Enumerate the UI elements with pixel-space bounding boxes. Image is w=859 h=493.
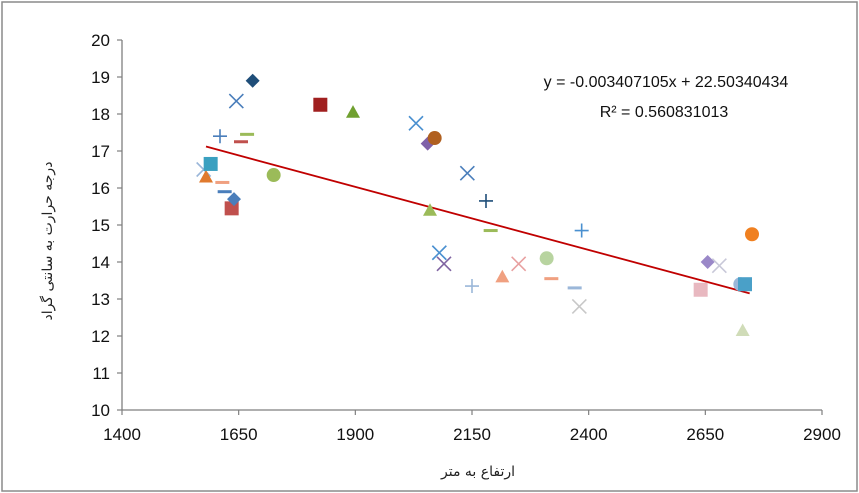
x-tick-label: 2150 bbox=[453, 425, 491, 444]
data-point-dash bbox=[544, 277, 559, 281]
y-tick-label: 18 bbox=[91, 105, 110, 124]
data-point-dash bbox=[215, 180, 230, 184]
data-point-dash bbox=[234, 140, 248, 144]
data-point-plus bbox=[465, 279, 479, 294]
axes bbox=[117, 39, 823, 415]
data-point-x bbox=[228, 93, 244, 109]
data-point-square bbox=[203, 156, 218, 171]
data-point-x bbox=[436, 256, 452, 272]
data-point-triangle bbox=[346, 105, 360, 118]
y-tick-label: 10 bbox=[91, 401, 110, 420]
y-tick-label: 14 bbox=[91, 253, 110, 272]
data-point-triangle bbox=[735, 323, 750, 337]
data-point-diamond bbox=[227, 192, 241, 207]
y-tick-label: 20 bbox=[91, 31, 110, 50]
trendline-group bbox=[205, 145, 750, 295]
data-point-triangle bbox=[495, 269, 510, 283]
x-axis-title: ارتفاع به متر bbox=[440, 464, 515, 480]
data-point-diamond bbox=[700, 255, 715, 269]
data-point-dash bbox=[483, 229, 498, 233]
data-point-circle bbox=[745, 227, 759, 242]
data-point-circle bbox=[427, 131, 442, 146]
data-point-x bbox=[711, 258, 727, 274]
x-tick-label: 2650 bbox=[686, 425, 724, 444]
data-point-plus bbox=[574, 223, 589, 238]
x-tick-label: 2900 bbox=[803, 425, 841, 444]
x-tick-label: 1650 bbox=[220, 425, 258, 444]
x-tick-label: 1400 bbox=[103, 425, 141, 444]
data-point-plus bbox=[479, 193, 493, 208]
r-squared-label: R² = 0.560831013 bbox=[600, 104, 729, 121]
data-point-plus bbox=[213, 129, 227, 144]
data-point-diamond bbox=[245, 73, 260, 88]
data-point-dash bbox=[567, 286, 582, 290]
data-point-square bbox=[693, 282, 708, 297]
data-point-x bbox=[571, 298, 587, 314]
data-point-x bbox=[459, 165, 475, 181]
y-tick-label: 13 bbox=[91, 290, 110, 309]
trendline bbox=[205, 145, 750, 295]
data-point-x bbox=[431, 245, 447, 261]
data-point-triangle bbox=[199, 169, 213, 183]
data-point-x bbox=[408, 115, 424, 131]
data-point-dash bbox=[240, 132, 255, 136]
data-point-x bbox=[511, 256, 527, 272]
data-points bbox=[196, 73, 759, 337]
y-tick-label: 16 bbox=[91, 179, 110, 198]
data-point-triangle bbox=[423, 203, 437, 216]
y-tick-label: 12 bbox=[91, 327, 110, 346]
data-point-circle bbox=[266, 168, 281, 183]
data-point-circle bbox=[539, 251, 554, 266]
y-tick-label: 17 bbox=[91, 142, 110, 161]
data-point-dash bbox=[217, 190, 232, 194]
data-point-square bbox=[313, 97, 328, 112]
x-tick-label: 2400 bbox=[570, 425, 608, 444]
data-point-square bbox=[738, 277, 752, 292]
trendline-equation: y = -0.003407105x + 22.50340434 bbox=[544, 74, 789, 91]
y-tick-label: 19 bbox=[91, 68, 110, 87]
y-tick-label: 11 bbox=[92, 364, 110, 383]
tick-labels: 10 11 12 13 14 15 16 17 18 19 20 1400 1650 1900 2150 24… bbox=[91, 31, 841, 444]
y-tick-label: 15 bbox=[91, 216, 110, 235]
y-axis-title: درجه حرارت به سانتی گراد bbox=[39, 162, 56, 321]
x-tick-label: 1900 bbox=[336, 425, 374, 444]
